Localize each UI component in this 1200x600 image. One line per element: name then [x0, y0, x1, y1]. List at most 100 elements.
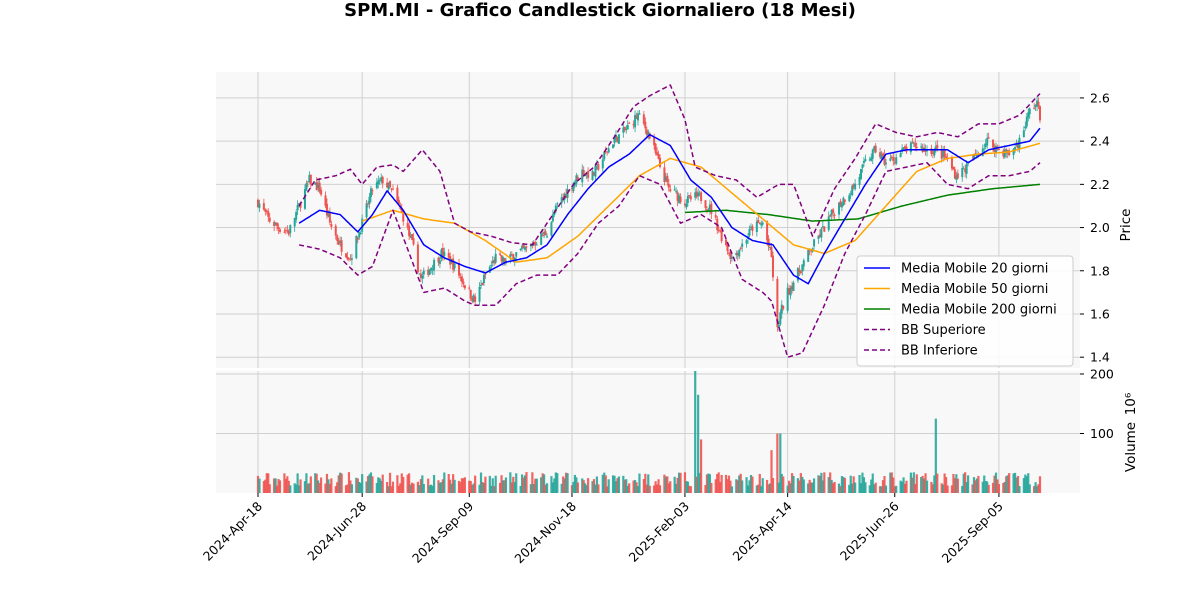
- volume-bar: [697, 394, 700, 493]
- candle-body: [431, 269, 434, 271]
- volume-bar: [581, 478, 584, 493]
- volume-bar: [1002, 482, 1005, 493]
- volume-bar: [575, 477, 578, 493]
- volume-bar: [381, 474, 384, 493]
- volume-bar: [297, 485, 301, 493]
- volume-bar: [704, 485, 707, 493]
- candle-body: [817, 235, 820, 239]
- volume-bar: [418, 485, 421, 493]
- volume-bar: [613, 475, 616, 493]
- candle-body: [534, 242, 537, 246]
- candle-body: [823, 226, 826, 232]
- candle-body: [554, 205, 557, 212]
- candle-body: [521, 245, 524, 249]
- volume-bar: [911, 477, 914, 493]
- volume-bar: [328, 483, 331, 493]
- volume-bar: [525, 472, 528, 493]
- candle-body: [562, 197, 565, 199]
- candle-body: [421, 275, 424, 279]
- volume-bar: [510, 482, 513, 493]
- legend-box: [856, 255, 1074, 367]
- candle-body: [1024, 126, 1027, 129]
- volume-bar: [953, 478, 957, 493]
- candle-body: [686, 196, 689, 203]
- candle-body: [953, 169, 956, 179]
- volume-bar: [974, 480, 977, 493]
- candle-body: [491, 260, 494, 263]
- volume-bar: [628, 483, 631, 493]
- volume-bar: [419, 479, 422, 493]
- volume-bar: [695, 476, 698, 493]
- volume-bar: [780, 473, 783, 493]
- volume-bar: [264, 479, 267, 493]
- candle-body: [695, 191, 698, 197]
- volume-bar: [925, 480, 929, 493]
- bb-upper-line: [298, 84, 1041, 246]
- candle-body: [482, 274, 485, 284]
- volume-bar: [494, 475, 497, 493]
- candle-body: [840, 203, 843, 208]
- volume-bar: [358, 481, 361, 493]
- candle-body: [328, 212, 331, 223]
- candle-body: [698, 193, 701, 195]
- volume-bar: [719, 481, 722, 493]
- volume-bar: [996, 479, 999, 493]
- volume-bar: [366, 476, 370, 493]
- volume-bar: [441, 479, 444, 493]
- candle-body: [1022, 130, 1025, 138]
- candle-body: [807, 250, 810, 262]
- candle-body: [694, 192, 697, 198]
- volume-bar: [832, 483, 835, 493]
- candle-body: [406, 223, 409, 228]
- volume-bar: [689, 486, 692, 493]
- volume-bar: [720, 474, 723, 493]
- volume-bar: [468, 480, 471, 493]
- x-tick-label: 2024-Sep-09: [409, 498, 476, 565]
- price-y-tick-label: 2.6: [1090, 90, 1110, 105]
- candle-body: [582, 169, 585, 176]
- volume-bar: [258, 478, 261, 493]
- volume-bar: [447, 474, 450, 493]
- volume-bar: [730, 486, 733, 493]
- candle-body: [832, 209, 835, 213]
- candle-body: [346, 256, 349, 260]
- candle-body: [267, 211, 270, 217]
- candle-body: [782, 305, 785, 309]
- price-y-tick-label: 1.4: [1090, 350, 1110, 365]
- volume-bar: [741, 480, 744, 493]
- x-tick-label: 2025-Apr-14: [730, 498, 795, 563]
- candle-body: [524, 247, 527, 250]
- volume-bar: [653, 485, 656, 493]
- candle-body: [851, 185, 854, 196]
- candle-body: [792, 282, 795, 291]
- volume-bar: [899, 480, 902, 493]
- volume-bar: [893, 486, 896, 493]
- candle-body: [1016, 143, 1019, 149]
- volume-bar: [267, 473, 270, 493]
- volume-bar: [542, 474, 546, 493]
- volume-bar: [922, 478, 926, 493]
- candle-body: [380, 177, 383, 182]
- volume-bar: [945, 477, 948, 493]
- volume-bar: [760, 486, 763, 493]
- candle-body: [725, 239, 728, 246]
- candle-body: [553, 212, 556, 215]
- candle-body: [848, 195, 851, 202]
- volume-bar: [617, 476, 621, 493]
- volume-bar: [735, 479, 738, 493]
- volume-bar: [570, 485, 574, 493]
- volume-bar: [286, 476, 289, 493]
- candle-body: [685, 203, 688, 208]
- volume-bar: [975, 478, 979, 493]
- volume-bar: [408, 473, 411, 493]
- volume-bar: [500, 475, 503, 493]
- volume-bar: [410, 482, 414, 493]
- volume-bar: [895, 485, 898, 493]
- volume-bar: [597, 484, 600, 493]
- volume-bar: [308, 483, 311, 493]
- candle-body: [934, 146, 937, 149]
- volume-bar: [622, 475, 625, 493]
- volume-bar: [513, 482, 516, 493]
- candle-body: [428, 269, 431, 275]
- candle-body: [642, 114, 645, 124]
